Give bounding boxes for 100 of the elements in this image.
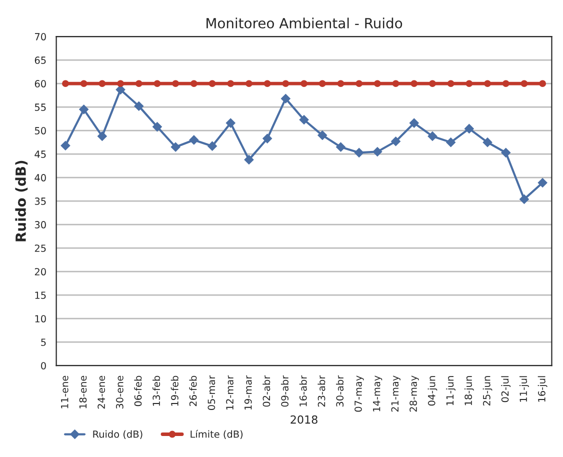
point [356, 80, 363, 88]
x-tick-label: 26-feb [189, 376, 197, 406]
point [80, 80, 88, 88]
point [152, 122, 162, 132]
point [392, 80, 400, 88]
x-tick-label: 18-ene [79, 376, 87, 408]
point [354, 148, 364, 158]
x-tick-label: 04-jun [428, 376, 438, 406]
x-tick-label: 12-mar [226, 375, 234, 410]
y-axis-title: Ruido (dB) [15, 160, 28, 242]
y-tick-label: 50 [34, 127, 46, 134]
point [391, 136, 400, 146]
x-tick-label: 24-ene [98, 376, 105, 409]
x-tick-label: 30-abr [336, 375, 344, 407]
point [79, 104, 88, 114]
point [299, 115, 309, 124]
x-axis-title: 2018 [290, 415, 318, 424]
x-tick-label: 11-jul [520, 376, 529, 402]
point [154, 80, 161, 88]
point [466, 80, 473, 88]
x-tick-label: 02-abr [262, 375, 270, 407]
point [428, 80, 436, 88]
y-tick-label: 15 [35, 292, 46, 299]
point [172, 80, 180, 88]
point [520, 80, 528, 88]
point [244, 155, 254, 164]
point [464, 124, 474, 134]
point [482, 138, 492, 147]
point [282, 80, 290, 88]
legend-label: Límite (dB) [190, 430, 243, 439]
point [189, 135, 199, 145]
point [538, 178, 548, 188]
point [336, 142, 346, 152]
y-tick-label: 20 [34, 268, 46, 276]
point [135, 80, 142, 88]
x-tick-label: 07-may [354, 376, 364, 412]
point [60, 140, 70, 150]
y-tick-label: 65 [34, 56, 46, 64]
point [208, 80, 216, 88]
point [446, 138, 456, 147]
x-tick-label: 14-may [373, 376, 382, 412]
point [98, 80, 106, 88]
point [190, 80, 198, 88]
y-tick-label: 40 [34, 174, 46, 182]
legend-label: Ruido (dB) [93, 430, 142, 439]
y-tick-label: 55 [34, 104, 46, 111]
point [372, 147, 382, 156]
x-tick-label: 11-jun [446, 376, 456, 406]
point [62, 80, 69, 88]
point [539, 80, 546, 88]
x-tick-label: 21-may [391, 376, 400, 412]
point [428, 132, 438, 141]
y-tick-label: 60 [34, 80, 46, 88]
point [170, 142, 180, 152]
chart-title: Monitoreo Ambiental - Ruido [206, 18, 402, 28]
x-tick-label: 19-feb [170, 376, 178, 406]
point [337, 80, 344, 88]
x-tick-label: 16-jul [538, 376, 548, 402]
point [318, 80, 326, 88]
point [318, 130, 327, 140]
point [246, 80, 252, 88]
x-tick-label: 16-abr [299, 375, 307, 406]
x-tick-label: 11-ene [61, 376, 68, 408]
x-tick-label: 13-feb [152, 376, 160, 406]
x-tick-label: 05-mar [208, 375, 216, 410]
y-tick-label: 45 [34, 150, 46, 158]
x-tick-label: 09-abr [280, 375, 288, 407]
point [262, 134, 272, 144]
x-tick-label: 06-feb [134, 376, 142, 406]
point [484, 80, 491, 88]
x-tick-label: 18-jun [464, 376, 474, 406]
y-tick-label: 0 [41, 362, 46, 370]
point [447, 80, 454, 88]
point [98, 132, 107, 141]
x-tick-label: 25-jun [482, 376, 492, 406]
point [264, 80, 271, 88]
point [227, 80, 234, 88]
y-tick-label: 35 [34, 198, 46, 205]
point [226, 118, 236, 128]
point [116, 85, 126, 94]
point [374, 80, 381, 88]
y-tick-label: 25 [34, 244, 46, 252]
x-tick-label: 19-mar [244, 375, 252, 410]
y-tick-label: 10 [35, 315, 46, 322]
point [410, 80, 418, 88]
x-tick-label: 23-abr [318, 375, 326, 407]
point [502, 80, 510, 88]
point [117, 80, 124, 88]
y-tick-label: 5 [41, 338, 46, 346]
point [409, 118, 419, 128]
point [520, 194, 529, 204]
point [501, 148, 510, 158]
x-tick-label: 28-may [410, 376, 419, 412]
y-tick-label: 70 [35, 33, 46, 40]
point [134, 102, 144, 111]
x-tick-label: 02-jul [501, 376, 511, 402]
point [300, 80, 308, 88]
point [208, 141, 217, 151]
y-tick-label: 30 [34, 221, 46, 228]
point [281, 94, 290, 104]
